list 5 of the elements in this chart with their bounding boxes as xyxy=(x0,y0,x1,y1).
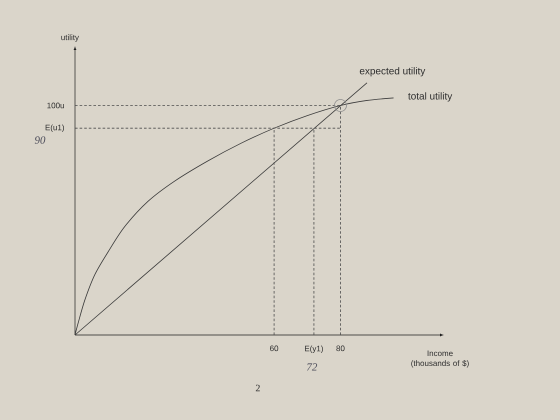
series-label: expected utility xyxy=(360,67,426,76)
text: 90 xyxy=(34,136,46,144)
text: 72 xyxy=(307,363,318,371)
text: 2 xyxy=(256,384,260,392)
series-label: total utility xyxy=(408,92,452,102)
